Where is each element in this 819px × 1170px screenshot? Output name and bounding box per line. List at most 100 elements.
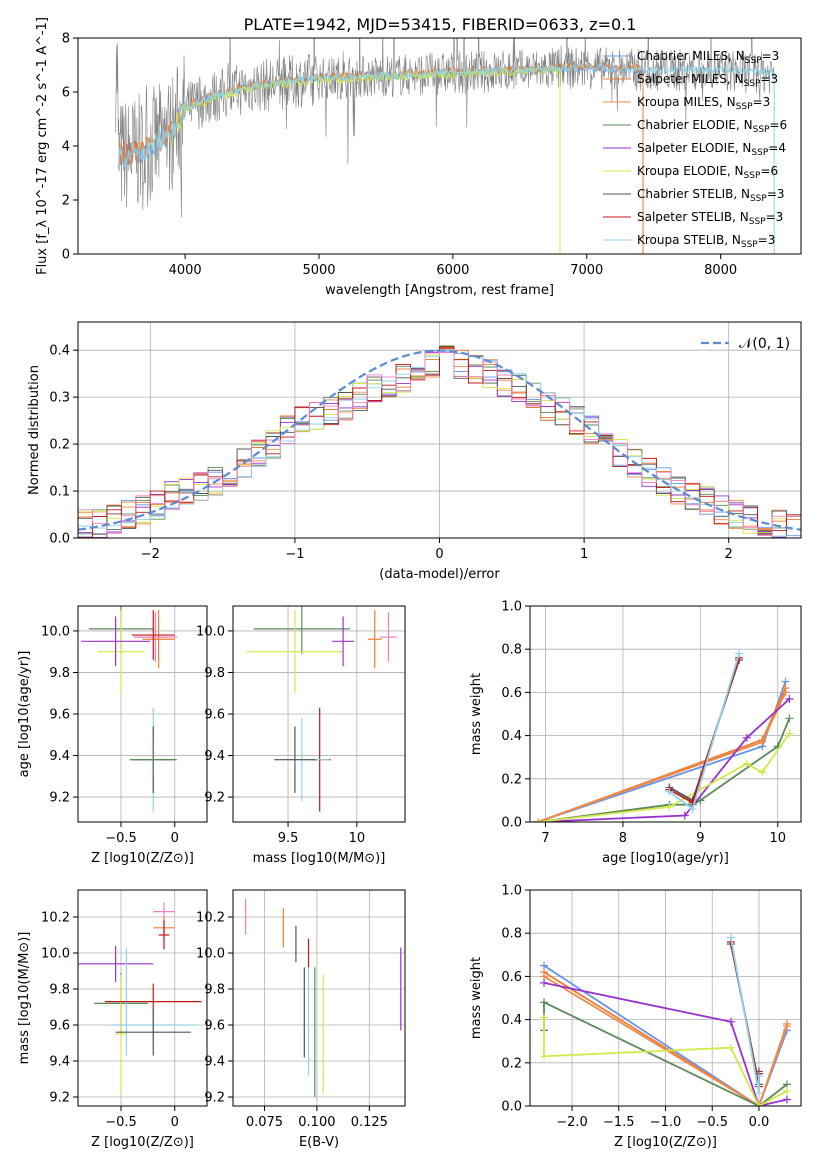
weight-marker [540,1013,549,1022]
y-tick-label: 8 [62,32,70,47]
legend-sub: SSP [744,171,761,181]
weight-marker [742,759,751,768]
weight-series [537,698,791,822]
x-tick-label: −1 [285,547,304,562]
weight-marker [782,1022,791,1031]
weight-marker [785,729,794,738]
x-tick-label: 1 [580,547,588,562]
weight-marker [782,1086,791,1095]
legend-tail: =3 [762,49,780,63]
y-tick-label: 0.4 [49,344,70,359]
legend-label: Chabrier STELIB, NSSP=3 [637,187,785,204]
plot-area [78,345,801,538]
y-tick-label: 9.4 [204,1055,225,1070]
y-tick-label: 0.0 [501,1100,522,1115]
y-tick-label: 0.0 [49,532,70,547]
legend-name: Chabrier ELODIE, N [637,118,753,132]
y-tick-label: 10.0 [196,947,225,962]
legend-tail: =4 [768,141,786,155]
weight-marker [758,738,767,747]
weight-marker [781,688,790,697]
x-axis-label: Z [log10(Z/Z⊙)] [91,1135,194,1150]
legend-tail: =3 [766,210,784,224]
plot-area [81,606,177,812]
legend-tail: =3 [767,187,785,201]
y-tick-label: 9.6 [49,1019,70,1034]
axes-frame [529,605,802,823]
legend-name: Chabrier MILES, N [637,49,745,63]
weight-series [543,975,788,1106]
x-axis-label: mass [log10(M/M⊙)] [253,851,386,866]
y-tick-label: 9.2 [49,791,70,806]
errorbar-point [142,610,175,669]
y-tick-label: 10.2 [41,911,70,926]
x-axis-label: E(B-V) [299,1135,339,1150]
legend-tail: =6 [769,118,787,132]
panel-mass-vs-ebv: 0.075 0.100 0.125 9.2 9.4 9.6 9.8 10.0 10.2 E(B-V… [196,889,406,1150]
errorbar-point [81,616,151,667]
x-axis-label: Z [log10(Z/Z⊙)] [91,851,194,866]
model-spectrum-stelib [117,62,775,169]
panel-residuals: 𝒩(0, 1) −2 −1 0 1 2 0.0 0.1 0.2 0.3 0.4 (data-model… [27,321,802,582]
weight-marker [533,818,542,822]
y-tick-label: 1.0 [501,600,522,615]
plot-area [244,899,402,1097]
y-tick-label: 0.8 [501,927,522,942]
legend-name: Salpeter ELODIE, N [637,141,751,155]
legend-label: Kroupa MILES, NSSP=3 [637,95,770,112]
errorbar-point [253,606,350,654]
weight-marker [754,1102,763,1106]
weight-marker [754,1071,763,1080]
x-tick-label: 7000 [570,263,603,278]
y-tick-label: 10.2 [196,911,225,926]
x-tick-label: −2 [141,547,160,562]
x-tick-label: 8 [619,831,627,846]
errorbar-point [133,612,177,663]
y-axis-label: Flux [f_λ 10^-17 erg cm^-2 s^-1 A^-1] [35,17,50,275]
y-tick-label: 10.0 [41,947,70,962]
y-axis-label: Normed distribution [27,365,42,495]
x-tick-label: 0.0 [749,1115,770,1130]
histogram-step [78,347,801,538]
legend-sub: SSP [750,194,767,204]
weight-marker [688,805,697,814]
legend-sub: SSP [753,125,770,135]
y-tick-label: 9.4 [49,1055,70,1070]
legend-sub: SSP [751,148,768,158]
x-tick-label: −0.5 [105,1115,137,1130]
x-tick-label: 2 [725,547,733,562]
legend-tail: =3 [753,95,771,109]
x-tick-label: −1.0 [650,1115,682,1130]
weight-marker [540,998,549,1007]
legend-name: Kroupa ELODIE, N [637,164,744,178]
weight-marker [665,787,674,796]
normal-curve [78,349,801,531]
y-tick-label: 10.0 [196,624,225,639]
y-tick-label: 9.2 [49,1091,70,1106]
panel-age-vs-mass: 9.5 10 9.2 9.4 9.6 9.8 10.0 mass [log10(M/M⊙)] [196,605,406,866]
panel-weight-vs-z: −2.0 −1.5 −1.0 −0.5 0.0 0.0 0.2 0.4 0.6 0.8 1.0 Z [… [469,884,802,1150]
y-tick-label: 9.2 [204,791,225,806]
x-tick-label: 6000 [436,263,469,278]
y-tick-label: 0.2 [49,438,70,453]
x-tick-label: −2.0 [556,1115,588,1130]
x-tick-label: 10 [769,831,786,846]
weight-series [543,964,788,1106]
errorbar-point [115,1008,191,1056]
errorbar-point [131,610,175,660]
y-tick-label: 9.8 [204,666,225,681]
legend-tail: =3 [760,72,778,86]
errorbar-point [115,974,127,1094]
x-axis-label: wavelength [Angstrom, rest frame] [325,283,554,298]
x-tick-label: 0.075 [246,1115,283,1130]
errorbar-point [380,612,397,663]
y-tick-label: 9.6 [49,708,70,723]
y-tick-label: 0.2 [501,772,522,787]
axes-frame [77,889,208,1107]
legend-sub: SSP [744,79,761,89]
x-tick-label: 5000 [302,263,335,278]
legend-name: Salpeter MILES, N [637,72,744,86]
y-tick-label: 9.4 [49,749,70,764]
x-tick-label: 0.125 [351,1115,388,1130]
